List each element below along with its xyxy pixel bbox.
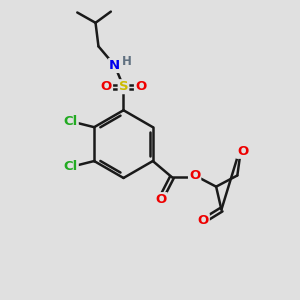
Text: Cl: Cl bbox=[64, 116, 78, 128]
Text: S: S bbox=[119, 80, 128, 93]
Text: O: O bbox=[189, 169, 200, 182]
Text: O: O bbox=[237, 145, 248, 158]
Text: N: N bbox=[109, 59, 120, 72]
Text: H: H bbox=[122, 56, 132, 68]
Text: Cl: Cl bbox=[64, 160, 78, 173]
Text: O: O bbox=[155, 193, 167, 206]
Text: O: O bbox=[101, 80, 112, 93]
Text: O: O bbox=[197, 214, 209, 227]
Text: O: O bbox=[135, 80, 146, 93]
